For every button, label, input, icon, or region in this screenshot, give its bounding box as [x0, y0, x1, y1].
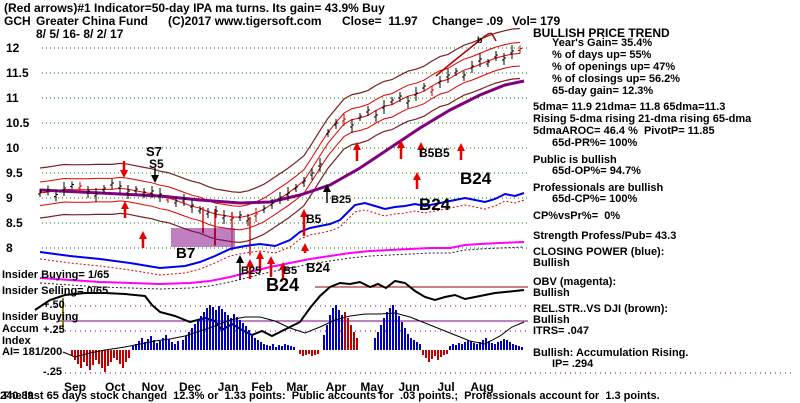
panel-line: 65d-CP%= 100%: [552, 193, 638, 205]
time-axis-month: Jul: [437, 380, 455, 394]
footer-summary: The last 65 days stock changed 12.3% or …: [2, 390, 660, 402]
panel-line: Year's Gain= 35.4%: [552, 37, 653, 49]
date-range: 8/ 5/ 16- 8/ 2/ 17: [36, 27, 124, 41]
close-value: Close= 11.97: [342, 14, 418, 28]
ticker-symbol: GCH: [4, 14, 31, 28]
panel-line: Strength Profess/Pub= 43.3: [533, 230, 677, 242]
price-axis-tick: 8.5: [6, 216, 23, 230]
time-axis-month: Mar: [286, 380, 308, 394]
chart-annotation: B5: [283, 265, 298, 277]
accum-index-label-3: Index: [2, 335, 31, 347]
panel-line: Bullish: [533, 314, 570, 326]
panel-line: REL.STR..VS DJI (brown):: [533, 303, 669, 315]
chart-annotation: b: [477, 35, 483, 45]
panel-line: 5dmaAROC= 46.4 % PivotP= 11.85: [533, 125, 715, 137]
panel-line: ITRS= .047: [533, 325, 589, 337]
insider-selling-label: Insider Selling= 0/65: [2, 285, 109, 297]
panel-line: % of openings up= 47%: [552, 61, 676, 73]
time-axis-month: Jan: [217, 380, 239, 394]
chart-annotation: B24: [266, 275, 300, 295]
accum-index-label-2: Accum: [2, 323, 39, 335]
panel-line: BULLISH PRICE TREND: [533, 26, 670, 40]
indicator-summary: (Red arrows)#1 Indicator=50-day IPA ma t…: [4, 1, 385, 15]
time-axis-month: Jun: [398, 380, 420, 394]
price-axis-tick: 11: [6, 91, 19, 105]
time-axis-month: Nov: [141, 380, 165, 394]
chart-annotation: B24: [419, 195, 451, 214]
panel-line: IP= .294: [552, 358, 594, 370]
panel-line: Professionals are bullish: [533, 182, 664, 194]
chart-annotation: S7: [146, 144, 162, 159]
chart-annotation: B24: [460, 169, 492, 188]
panel-line: Bullish: [533, 287, 570, 299]
ai-value-label: AI= 181/200: [2, 346, 63, 358]
panel-line: 65d-PR%= 100%: [552, 137, 638, 149]
time-axis-month: Dec: [178, 380, 202, 394]
panel-line: Bullish: [533, 257, 570, 269]
chart-annotation: B25: [241, 265, 262, 277]
chart-annotation: B25: [331, 194, 352, 206]
panel-line: CP%vsPr%= 0%: [533, 210, 621, 222]
time-axis-month: Feb: [251, 380, 273, 394]
chart-annotation: B24: [306, 260, 330, 275]
copyright-text: (C)2017 www.tigersoft.com: [168, 14, 322, 28]
price-axis-tick: 12: [6, 41, 20, 55]
panel-line: OBV (magenta):: [533, 276, 617, 288]
panel-line: Bullish: Accumulation Rising.: [533, 347, 689, 359]
panel-line: % of days up= 55%: [552, 49, 652, 61]
scale-plus25-label: +.25: [43, 324, 65, 336]
chart-annotation: S5: [149, 157, 164, 171]
chart-annotation: B5B5: [419, 146, 450, 160]
panel-line: Public is bullish: [533, 154, 617, 166]
panel-line: 5dma= 11.9 21dma= 11.8 65dma=11.3: [533, 101, 726, 113]
price-axis-tick: 9.5: [6, 166, 23, 180]
price-axis-tick: 9: [6, 191, 13, 205]
chart-annotation: B7: [176, 245, 196, 262]
fund-name: Greater China Fund: [36, 14, 149, 28]
volume-value: Vol= 179: [512, 14, 561, 28]
panel-line: Rising 5-dma rising 21-dma rising 65-dma: [533, 113, 752, 125]
change-value: Change= .09: [432, 14, 504, 28]
panel-line: 65-day gain= 12.3%: [552, 85, 654, 97]
scale-minus25-label: -.25: [43, 366, 62, 378]
insider-buying-label: Insider Buying= 1/65: [2, 269, 110, 281]
panel-line: 65d-OP%= 94.7%: [552, 165, 641, 177]
time-axis-month: Aug: [470, 380, 494, 394]
time-axis-month: Apr: [325, 380, 347, 394]
price-axis-tick: 10: [6, 141, 20, 155]
time-axis-month: Oct: [104, 380, 126, 394]
time-axis-month: Sep: [63, 380, 87, 394]
footer-overlay-value: 240.89: [0, 390, 34, 402]
panel-line: CLOSING POWER (blue):: [533, 246, 665, 258]
panel-line: % of closings up= 56.2%: [552, 73, 681, 85]
price-axis-tick: 11.5: [6, 66, 29, 80]
time-axis-month: May: [360, 380, 384, 394]
price-axis-tick: 8: [6, 241, 13, 255]
scale-plus50-label: +.50: [43, 299, 65, 311]
chart-annotation: B5: [306, 212, 322, 226]
price-axis-tick: 10.5: [6, 116, 30, 130]
accum-index-label-1: Insider Buying: [2, 311, 79, 323]
